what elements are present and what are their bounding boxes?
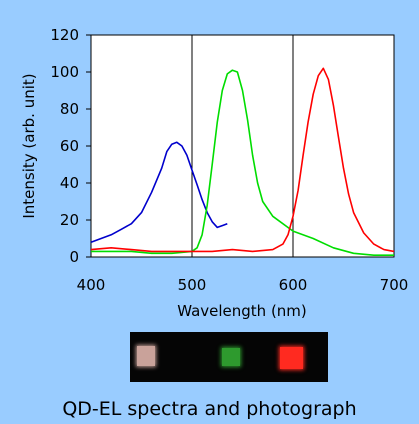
caption: QD-EL spectra and photograph: [62, 398, 357, 420]
x-tick-label: 400: [77, 276, 106, 294]
y-tick-label: 60: [60, 137, 79, 155]
y-tick-label: 80: [60, 100, 79, 118]
y-tick-label: 40: [60, 174, 79, 192]
x-axis-label: Wavelength (nm): [177, 302, 307, 320]
y-axis-label: Intensity (arb. unit): [20, 73, 38, 218]
series-line-1: [91, 69, 394, 256]
spectra-chart: 0 20 40 60 80 100 120 400 500 600 700 Wavelength …: [20, 26, 409, 320]
x-tick-label: 700: [380, 276, 409, 294]
blue-qd-el-dot: [137, 346, 155, 366]
x-tick-label: 500: [178, 276, 207, 294]
series-line-2: [90, 67, 395, 253]
x-tick-label: 600: [279, 276, 308, 294]
y-tick-label: 20: [60, 211, 79, 229]
red-qd-el-dot: [280, 347, 303, 369]
el-photograph: [130, 332, 328, 382]
green-qd-el-dot: [222, 348, 240, 366]
y-tick-label: 120: [50, 26, 79, 44]
y-tick-label: 100: [50, 63, 79, 81]
series-line-0: [90, 141, 228, 243]
plot-area: [90, 34, 395, 258]
y-tick-label: 0: [69, 248, 79, 266]
